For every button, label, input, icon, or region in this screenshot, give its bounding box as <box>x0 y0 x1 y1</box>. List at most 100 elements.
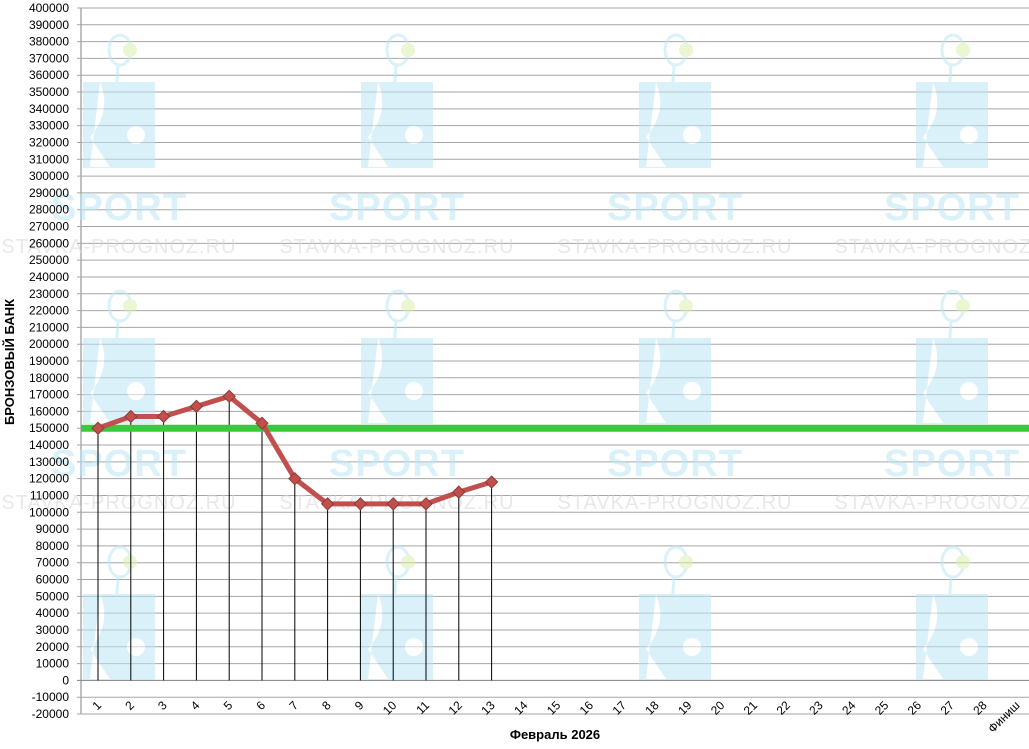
data-point-marker <box>124 409 138 424</box>
y-tick-label: 320000 <box>29 135 69 149</box>
watermark-site: STAVKA-PROGNOZ.RU <box>834 492 1029 514</box>
player-cutout <box>646 82 666 167</box>
y-tick-label: 280000 <box>29 203 69 217</box>
y-tick-labels: -20000 -10000 0 10000 20000 30000 40000 50000 60… <box>29 1 69 721</box>
data-point-marker <box>386 497 400 511</box>
data-point-marker <box>452 485 466 499</box>
watermark-brand: SPORT <box>884 443 1020 485</box>
watermark-brand: SPORT <box>607 443 743 485</box>
watermark-tile: SPORT STAVKA-PROGNOZ.RU <box>1 33 236 258</box>
ball-icon <box>956 299 970 313</box>
y-tick-label: 150000 <box>29 421 69 435</box>
y-tick-label: 10000 <box>36 657 70 671</box>
y-tick-label: 290000 <box>29 186 69 200</box>
y-tick-label: 210000 <box>29 320 69 334</box>
player-head <box>127 126 145 144</box>
ball-icon <box>123 555 137 569</box>
y-tick-label: 400000 <box>29 1 69 15</box>
watermark-brand: SPORT <box>329 443 465 485</box>
y-tick-label: 0 <box>62 673 69 687</box>
ball-icon <box>956 555 970 569</box>
y-tick-label: 160000 <box>29 404 69 418</box>
data-point-marker <box>222 389 236 404</box>
data-point-marker <box>255 416 269 430</box>
data-point-marker <box>320 497 335 511</box>
watermark-tile: SPORT STAVKA-PROGNOZ.RU <box>279 33 514 258</box>
player-cutout <box>923 82 943 167</box>
player-cutout <box>368 82 388 167</box>
y-tick-label: 90000 <box>36 522 70 536</box>
y-tick-label: 120000 <box>29 472 69 486</box>
player-cutout <box>90 82 110 167</box>
player-cutout <box>90 338 110 423</box>
watermark-brand: SPORT <box>51 187 187 229</box>
grid-layer <box>77 7 1029 715</box>
data-point-marker <box>484 475 499 489</box>
y-tick-label: 200000 <box>29 337 69 351</box>
ball-icon <box>401 43 415 57</box>
player-cutout <box>90 594 110 679</box>
watermark-tile: SPORT STAVKA-PROGNOZ.RU <box>557 33 792 258</box>
data-point-marker <box>156 409 171 424</box>
y-tick-label: 190000 <box>29 354 69 368</box>
ball-icon <box>679 555 693 569</box>
ball-icon <box>679 43 693 57</box>
watermark-site: STAVKA-PROGNOZ.RU <box>557 492 792 514</box>
y-tick-label: 80000 <box>36 539 70 553</box>
player-head <box>405 382 423 400</box>
player-cutout <box>923 594 943 679</box>
y-tick-label: 240000 <box>29 270 69 284</box>
player-cutout <box>368 338 388 423</box>
watermark-tile: SPORT STAVKA-PROGNOZ.RU <box>834 289 1029 514</box>
y-tick-label: 330000 <box>29 119 69 133</box>
ball-icon <box>956 43 970 57</box>
player-cutout <box>646 594 666 679</box>
y-tick-label: 100000 <box>29 505 69 519</box>
y-tick-label: 340000 <box>29 102 69 116</box>
player-head <box>960 638 978 656</box>
y-tick-label: 180000 <box>29 371 69 385</box>
y-tick-label: 230000 <box>29 287 69 301</box>
series-layer <box>91 389 499 511</box>
y-tick-label: 220000 <box>29 304 69 318</box>
y-tick-label: 30000 <box>36 623 70 637</box>
watermark-tile <box>361 545 433 680</box>
watermark-site: STAVKA-PROGNOZ.RU <box>1 236 236 258</box>
ball-icon <box>679 299 693 313</box>
y-tick-label: 110000 <box>30 488 69 502</box>
y-tick-label: 260000 <box>29 236 69 250</box>
watermark-site: STAVKA-PROGNOZ.RU <box>279 236 514 258</box>
watermark-tile <box>83 545 155 680</box>
watermark-layer: SPORT STAVKA-PROGNOZ.RU SPORT STAVKA-PROGNO… <box>1 33 1029 680</box>
y-tick-label: 40000 <box>36 606 70 620</box>
data-point-marker <box>288 471 302 486</box>
y-tick-label: 130000 <box>29 455 69 469</box>
y-tick-label: 170000 <box>29 388 69 402</box>
player-head <box>127 638 145 656</box>
y-tick-label: 70000 <box>36 556 70 570</box>
y-tick-label: 250000 <box>29 253 69 267</box>
ball-icon <box>401 555 415 569</box>
data-point-marker <box>189 399 204 414</box>
y-axis-title: БРОНЗОВЫЙ БАНК <box>2 299 17 425</box>
watermark-site: STAVKA-PROGNOZ.RU <box>557 236 792 258</box>
player-head <box>960 382 978 400</box>
player-cutout <box>368 594 388 679</box>
watermark-brand: SPORT <box>329 187 465 229</box>
y-tick-label: 390000 <box>29 18 69 32</box>
watermark-site: STAVKA-PROGNOZ.RU <box>1 492 236 514</box>
player-head <box>405 638 423 656</box>
player-head <box>683 126 701 144</box>
player-head <box>127 382 145 400</box>
y-tick-label: 50000 <box>36 589 70 603</box>
watermark-brand: SPORT <box>884 187 1020 229</box>
data-point-marker <box>353 497 368 511</box>
player-head <box>405 126 423 144</box>
y-tick-label: 20000 <box>36 640 70 654</box>
watermark-brand: SPORT <box>607 187 743 229</box>
y-tick-label: 350000 <box>29 85 69 99</box>
